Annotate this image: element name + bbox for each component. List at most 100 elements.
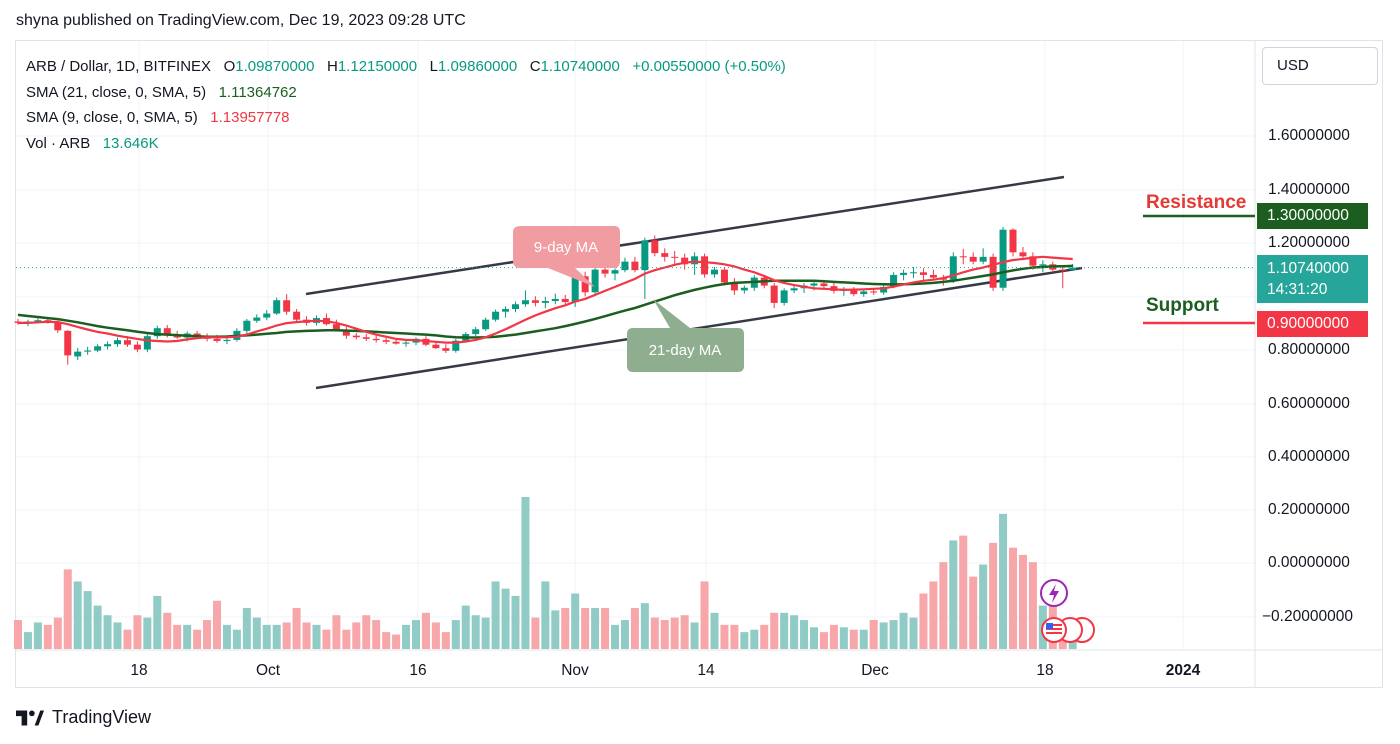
candle-body [492, 311, 500, 320]
x-tick-label: Oct [255, 662, 281, 679]
volume-bar [441, 632, 450, 649]
footer-brand-text: TradingView [52, 707, 152, 727]
volume-bar [909, 617, 918, 649]
candle-body [342, 329, 350, 336]
currency-button[interactable]: USD [1262, 47, 1378, 85]
volume-bar [1028, 562, 1037, 649]
volume-bar [461, 605, 470, 649]
volume-bar [63, 569, 72, 649]
volume-bar [451, 620, 460, 649]
candle-body [661, 253, 669, 257]
volume-bar [501, 588, 510, 649]
candle-body [1019, 252, 1027, 257]
candle-body [123, 340, 131, 345]
candle-body [681, 257, 689, 265]
volume-bar [690, 622, 699, 649]
candle-body [999, 229, 1007, 288]
candle-body [959, 256, 967, 258]
volume-bar [969, 576, 978, 649]
y-tick-label: 1.40000000 [1268, 181, 1350, 198]
candle-body [870, 291, 878, 293]
volume-bar [571, 593, 580, 649]
candle-body [332, 324, 340, 330]
volume-bar [481, 617, 490, 649]
lightning-icon [1040, 579, 1068, 607]
volume-bar [312, 624, 321, 649]
candle-body [263, 313, 271, 318]
volume-bar [222, 624, 231, 649]
volume-bar [999, 513, 1008, 649]
volume-bar [929, 581, 938, 649]
volume-bar [780, 612, 789, 649]
ma21-callout-label: 21-day MA [649, 342, 722, 359]
y-tick-label: 1.20000000 [1268, 234, 1350, 251]
candle-body [502, 309, 510, 312]
candle-body [919, 272, 927, 275]
volume-bar [382, 632, 391, 649]
volume-bar [213, 600, 221, 649]
candle-body [472, 329, 480, 335]
candle-body [293, 311, 301, 320]
volume-bar [949, 540, 958, 649]
candle-body [890, 274, 898, 287]
volume-bar [720, 624, 729, 649]
candle-body [1039, 264, 1047, 266]
candle-body [243, 320, 251, 331]
candle-body [392, 341, 400, 344]
candle-body [213, 338, 221, 341]
candle-body [979, 256, 987, 262]
volume-bar [103, 615, 112, 649]
volume-bar [352, 622, 361, 649]
volume-bar [660, 620, 669, 649]
candle-body [780, 290, 788, 303]
ma9-callout-label: 9-day MA [534, 239, 598, 256]
legend-symbol[interactable]: ARB / Dollar, 1D, BITFINEX [26, 58, 212, 75]
ma21-callout-box [627, 299, 744, 372]
candle-body [452, 340, 460, 351]
level-lines [16, 214, 1255, 325]
x-tick-label: 14 [697, 662, 715, 679]
moving-averages [17, 255, 1073, 344]
volume-bar [193, 629, 202, 649]
volume-bar [471, 615, 480, 649]
volume-bar [282, 622, 291, 649]
volume-bar [740, 632, 749, 649]
volume-bar [402, 624, 411, 649]
volume-bar [83, 591, 92, 649]
legend-sma9-label[interactable]: SMA (9, close, 0, SMA, 5) [26, 109, 198, 126]
y-tick-label: 0.60000000 [1268, 395, 1350, 412]
volume-bar [889, 620, 898, 649]
volume-bar [849, 629, 858, 649]
legend-volume-value: 13.646K [102, 134, 159, 152]
legend-sma21-label[interactable]: SMA (21, close, 0, SMA, 5) [26, 83, 207, 101]
candle-body [989, 256, 997, 288]
legend-high-label: H [327, 58, 338, 75]
published-header: shyna published on TradingView.com, Dec … [16, 12, 466, 29]
volume-bar [670, 617, 679, 649]
volume-bar [839, 627, 848, 649]
volume-bar [591, 607, 600, 649]
legend-volume-label[interactable]: Vol · ARB [26, 134, 91, 152]
legend-volume-row: Vol · ARB 13.646K [26, 131, 786, 157]
candle-body [74, 351, 82, 357]
volume-bar [989, 542, 998, 649]
candle-body [372, 338, 380, 341]
volume-bar [163, 612, 172, 649]
event-icons[interactable] [1036, 576, 1100, 646]
volume-bar [601, 607, 610, 649]
candle-body [531, 300, 539, 303]
volume-bar [859, 629, 868, 649]
candle-body [442, 348, 450, 351]
volume-bar [123, 629, 132, 649]
volume-bar [630, 607, 639, 649]
volume-bar [133, 615, 142, 649]
x-tick-label: 18 [1036, 662, 1054, 679]
volume-bar [680, 615, 689, 649]
volume-bar [153, 595, 162, 649]
footer-brand[interactable]: TradingView [16, 707, 151, 728]
volume-bar [760, 624, 769, 649]
candle-body [880, 286, 888, 293]
volume-bar [183, 624, 192, 649]
candle-body [541, 301, 549, 303]
